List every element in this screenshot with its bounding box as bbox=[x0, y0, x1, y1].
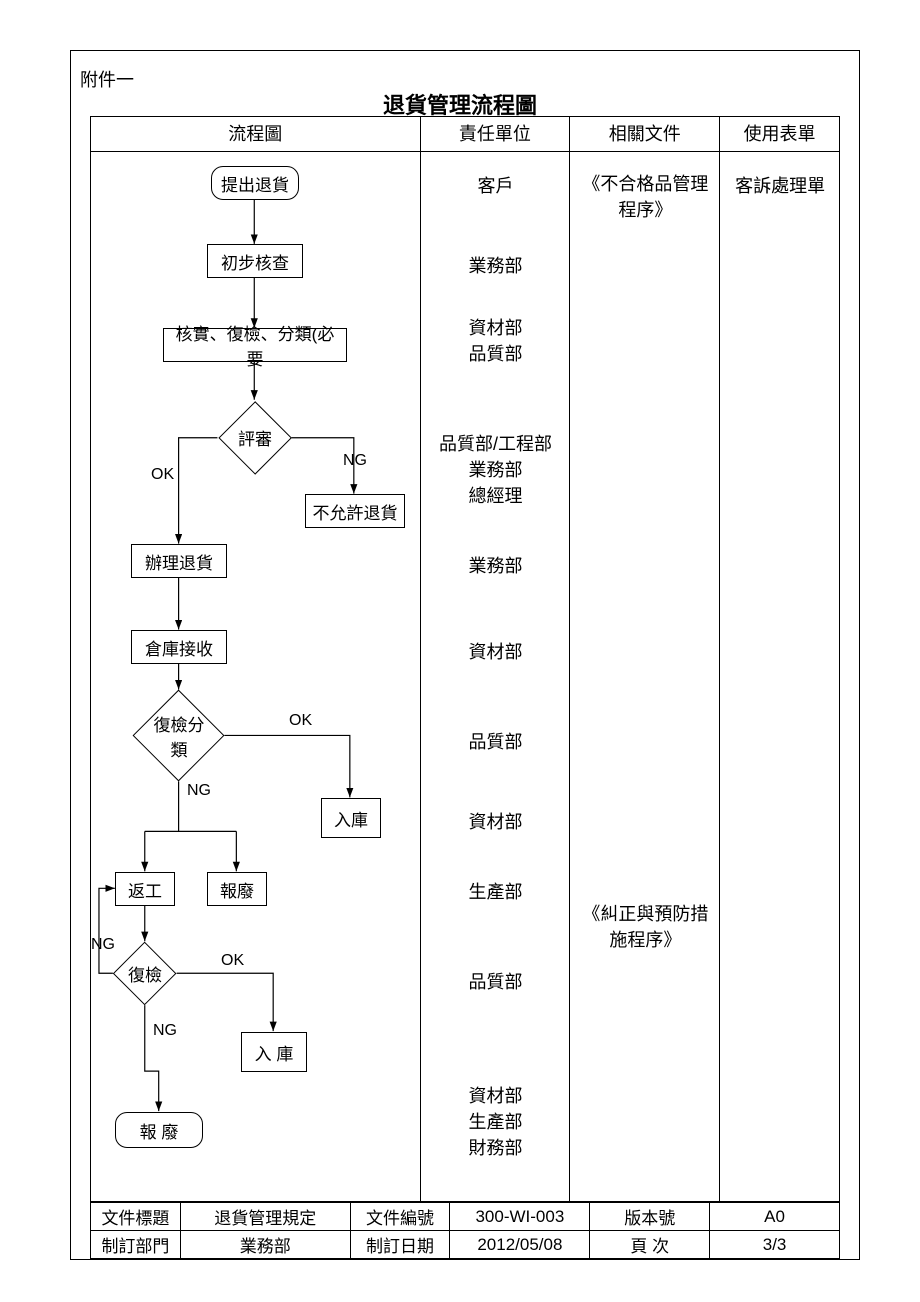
footer-r2c5: 頁 次 bbox=[590, 1231, 710, 1259]
dept-col-row: 資材部 bbox=[421, 638, 571, 664]
doc-col: 《不合格品管理程序》《糾正與預防措施程序》 bbox=[570, 152, 719, 1201]
doc-col-row: 程序》 bbox=[570, 196, 720, 222]
footer-r2c6: 3/3 bbox=[710, 1231, 840, 1259]
body-row: 提出退貨初步核查核實、復檢、分類(必要評審不允許退貨辦理退貨倉庫接收復檢分類入庫… bbox=[91, 152, 840, 1202]
footer-r1c6: A0 bbox=[710, 1203, 840, 1231]
dept-col-row: 生產部 bbox=[421, 1108, 571, 1134]
form-col: 客訴處理單 bbox=[720, 152, 839, 1201]
node-n_process: 辦理退貨 bbox=[131, 544, 227, 578]
dept-col-row: 業務部 bbox=[421, 456, 571, 482]
node-n_noallow: 不允許退貨 bbox=[305, 494, 405, 528]
edge-label-reclass_ng: NG bbox=[187, 782, 211, 800]
node-label: 復檢分類 bbox=[146, 703, 211, 768]
dept-col-row: 資材部 bbox=[421, 1082, 571, 1108]
footer-row-1: 文件標題 退貨管理規定 文件編號 300-WI-003 版本號 A0 bbox=[91, 1203, 840, 1231]
edge-label-review_ng: NG bbox=[343, 452, 367, 470]
edge-label-review_ok: OK bbox=[151, 466, 174, 484]
footer-table: 文件標題 退貨管理規定 文件編號 300-WI-003 版本號 A0 制訂部門 … bbox=[90, 1202, 840, 1259]
dept-col-row: 生產部 bbox=[421, 878, 571, 904]
node-n_stock2: 入 庫 bbox=[241, 1032, 307, 1072]
cell-flowchart: 提出退貨初步核查核實、復檢、分類(必要評審不允許退貨辦理退貨倉庫接收復檢分類入庫… bbox=[91, 152, 421, 1202]
dept-col-row: 客戶 bbox=[421, 172, 571, 198]
doc-col-row: 《不合格品管理 bbox=[570, 170, 720, 196]
edge-label-reclass_ok: OK bbox=[289, 712, 312, 730]
footer-r2c1: 制訂部門 bbox=[91, 1231, 181, 1259]
node-n_scrap2: 報 廢 bbox=[115, 1112, 203, 1148]
footer-r1c3: 文件編號 bbox=[350, 1203, 450, 1231]
dept-col-row: 財務部 bbox=[421, 1134, 571, 1160]
node-label: 復檢 bbox=[122, 951, 167, 996]
dept-col-row: 資材部 bbox=[421, 808, 571, 834]
edge-label-recheck_ok: OK bbox=[221, 952, 244, 970]
footer-r1c1: 文件標題 bbox=[91, 1203, 181, 1231]
dept-col-row: 品質部/工程部 bbox=[421, 430, 571, 456]
header-row: 流程圖 責任單位 相關文件 使用表單 bbox=[91, 117, 840, 152]
edge-label-recheck_ng2: NG bbox=[153, 1022, 177, 1040]
dept-col: 客戶業務部資材部品質部品質部/工程部業務部總經理業務部資材部品質部資材部生產部品… bbox=[421, 152, 570, 1201]
dept-col-row: 業務部 bbox=[421, 552, 571, 578]
page: 附件一 退貨管理流程圖 流程圖 責任單位 相關文件 使用表單 bbox=[0, 0, 920, 1302]
footer-r2c2: 業務部 bbox=[180, 1231, 350, 1259]
dept-col-row: 品質部 bbox=[421, 340, 571, 366]
doc-col-row: 《糾正與預防措 bbox=[570, 900, 720, 926]
dept-col-row: 資材部 bbox=[421, 314, 571, 340]
footer-r1c4: 300-WI-003 bbox=[450, 1203, 590, 1231]
node-n_submit: 提出退貨 bbox=[211, 166, 299, 200]
header-form: 使用表單 bbox=[720, 117, 840, 152]
cell-doc: 《不合格品管理程序》《糾正與預防措施程序》 bbox=[570, 152, 720, 1202]
node-n_scrap1: 報廢 bbox=[207, 872, 267, 906]
main-table: 流程圖 責任單位 相關文件 使用表單 bbox=[90, 116, 840, 1202]
footer-r2c4: 2012/05/08 bbox=[450, 1231, 590, 1259]
node-n_reclass: 復檢分類 bbox=[146, 703, 211, 768]
header-dept: 責任單位 bbox=[420, 117, 570, 152]
node-n_recheck: 復檢 bbox=[122, 951, 167, 996]
form-col-row: 客訴處理單 bbox=[720, 172, 840, 198]
node-n_verify: 核實、復檢、分類(必要 bbox=[163, 328, 347, 362]
node-n_stock1: 入庫 bbox=[321, 798, 381, 838]
footer-r2c3: 制訂日期 bbox=[350, 1231, 450, 1259]
footer-row-2: 制訂部門 業務部 制訂日期 2012/05/08 頁 次 3/3 bbox=[91, 1231, 840, 1259]
node-n_review: 評審 bbox=[229, 412, 281, 464]
header-flow: 流程圖 bbox=[91, 117, 421, 152]
node-n_rework: 返工 bbox=[115, 872, 175, 906]
footer-r1c5: 版本號 bbox=[590, 1203, 710, 1231]
header-doc: 相關文件 bbox=[570, 117, 720, 152]
doc-col-row: 施程序》 bbox=[570, 926, 720, 952]
dept-col-row: 品質部 bbox=[421, 728, 571, 754]
cell-form: 客訴處理單 bbox=[720, 152, 840, 1202]
node-label: 評審 bbox=[229, 412, 281, 464]
node-n_receive: 倉庫接收 bbox=[131, 630, 227, 664]
footer-r1c2: 退貨管理規定 bbox=[180, 1203, 350, 1231]
cell-dept: 客戶業務部資材部品質部品質部/工程部業務部總經理業務部資材部品質部資材部生產部品… bbox=[420, 152, 570, 1202]
edge-label-recheck_ng1: NG bbox=[91, 936, 115, 954]
node-n_initial: 初步核查 bbox=[207, 244, 303, 278]
dept-col-row: 總經理 bbox=[421, 482, 571, 508]
dept-col-row: 業務部 bbox=[421, 252, 571, 278]
dept-col-row: 品質部 bbox=[421, 968, 571, 994]
flowchart-area: 提出退貨初步核查核實、復檢、分類(必要評審不允許退貨辦理退貨倉庫接收復檢分類入庫… bbox=[91, 152, 420, 1201]
